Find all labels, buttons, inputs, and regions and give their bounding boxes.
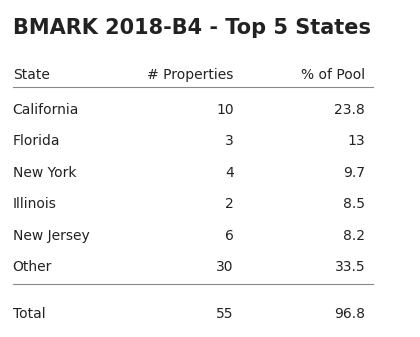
Text: 96.8: 96.8 [334,307,365,321]
Text: 2: 2 [225,197,234,211]
Text: New York: New York [13,166,76,180]
Text: 4: 4 [225,166,234,180]
Text: Other: Other [13,260,52,274]
Text: BMARK 2018-B4 - Top 5 States: BMARK 2018-B4 - Top 5 States [13,18,370,38]
Text: 9.7: 9.7 [343,166,365,180]
Text: 10: 10 [216,103,234,117]
Text: 55: 55 [216,307,234,321]
Text: 13: 13 [347,134,365,148]
Text: 23.8: 23.8 [334,103,365,117]
Text: 8.2: 8.2 [343,229,365,243]
Text: Illinois: Illinois [13,197,57,211]
Text: % of Pool: % of Pool [301,68,365,82]
Text: 33.5: 33.5 [334,260,365,274]
Text: 30: 30 [216,260,234,274]
Text: Total: Total [13,307,45,321]
Text: 8.5: 8.5 [343,197,365,211]
Text: Florida: Florida [13,134,60,148]
Text: State: State [13,68,50,82]
Text: 6: 6 [225,229,234,243]
Text: California: California [13,103,79,117]
Text: # Properties: # Properties [147,68,234,82]
Text: New Jersey: New Jersey [13,229,89,243]
Text: 3: 3 [225,134,234,148]
